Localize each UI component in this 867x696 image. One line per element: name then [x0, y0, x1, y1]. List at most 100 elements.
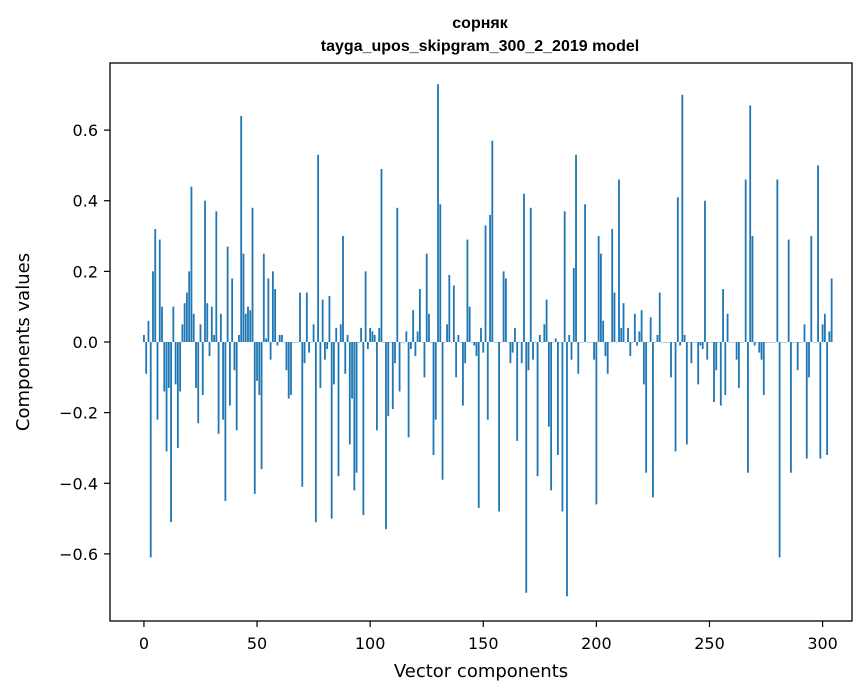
bar-component-55	[267, 278, 270, 342]
bar-component-134	[446, 324, 448, 342]
bar-component-113	[398, 342, 401, 392]
bar-component-39	[231, 278, 234, 342]
bar-component-162	[509, 342, 512, 364]
bar-component-289	[796, 342, 799, 371]
bar-component-70	[301, 342, 304, 487]
bar-component-23	[195, 342, 197, 388]
bar-component-224	[649, 317, 652, 342]
y-tick-label: 0.0	[73, 333, 98, 352]
bar-component-63	[285, 342, 288, 371]
bar-component-168	[523, 193, 525, 342]
bar-component-33	[217, 342, 220, 434]
bar-component-148	[477, 342, 480, 508]
bar-component-77	[317, 154, 320, 342]
bar-component-280	[776, 179, 779, 342]
bar-component-144	[468, 306, 471, 342]
bar-component-163	[511, 342, 514, 353]
bar-component-199	[593, 342, 596, 360]
bar-component-91	[348, 342, 351, 445]
bar-component-21	[190, 186, 193, 342]
bar-component-165	[516, 342, 519, 441]
bar-component-38	[228, 342, 231, 406]
bar-component-118	[409, 342, 412, 350]
bar-component-128	[432, 342, 435, 456]
bar-component-262	[735, 342, 738, 360]
bar-component-225	[652, 342, 654, 498]
bar-component-30	[210, 306, 213, 342]
bar-component-302	[826, 342, 829, 456]
bar-component-202	[599, 253, 602, 342]
bar-component-248	[704, 200, 706, 342]
bar-component-269	[751, 236, 754, 342]
bar-component-104	[378, 327, 381, 342]
bar-component-92	[351, 342, 353, 399]
x-tick-label: 250	[694, 634, 725, 653]
bar-component-189	[570, 342, 573, 360]
bar-component-281	[778, 342, 781, 558]
bar-component-56	[269, 342, 272, 360]
bar-component-227	[656, 334, 659, 342]
bar-component-107	[385, 342, 387, 530]
bar-component-44	[242, 253, 245, 342]
bar-component-147	[475, 342, 478, 357]
bar-component-143	[466, 239, 469, 342]
bar-component-59	[276, 342, 279, 346]
bar-component-40	[233, 342, 236, 371]
bar-component-159	[502, 271, 505, 342]
bar-component-266	[744, 179, 747, 342]
bar-component-45	[244, 313, 247, 342]
bar-component-0	[143, 334, 145, 342]
bar-component-82	[328, 296, 331, 342]
bar-component-16	[179, 342, 182, 392]
bar-component-138	[455, 342, 458, 378]
bar-component-272	[758, 342, 761, 353]
bar-component-13	[172, 306, 175, 342]
bar-component-258	[726, 313, 729, 342]
bar-component-29	[208, 342, 211, 357]
bar-component-256	[722, 289, 724, 342]
bar-component-211	[620, 327, 623, 342]
bar-component-240	[685, 342, 688, 445]
bar-component-57	[271, 271, 274, 342]
bar-component-169	[525, 342, 528, 593]
bar-component-53	[262, 253, 265, 342]
bar-component-100	[369, 327, 372, 342]
bar-component-151	[484, 225, 487, 342]
bar-component-14	[174, 342, 177, 385]
bar-component-1	[145, 342, 148, 374]
bar-component-141	[462, 342, 464, 406]
bar-component-60	[278, 334, 281, 342]
bar-component-247	[701, 342, 704, 350]
bar-component-137	[452, 285, 455, 342]
bar-component-76	[314, 342, 317, 523]
bar-component-31	[213, 334, 215, 342]
chart-title-line-1: сорняк	[452, 15, 508, 32]
bar-component-36	[224, 342, 227, 501]
bar-component-61	[281, 334, 283, 342]
y-tick-label: 0.6	[73, 121, 98, 140]
bar-component-187	[566, 342, 568, 597]
bar-component-130	[437, 84, 439, 342]
bar-component-54	[265, 338, 267, 342]
bar-component-172	[532, 342, 534, 360]
bar-component-103	[376, 342, 378, 431]
bar-component-294	[808, 342, 810, 378]
bar-component-35	[222, 342, 225, 420]
bar-component-105	[380, 168, 383, 342]
bar-component-178	[545, 299, 548, 342]
bar-component-15	[176, 342, 179, 448]
bar-component-129	[434, 342, 437, 420]
bar-component-191	[575, 154, 577, 342]
bar-component-154	[491, 140, 494, 342]
bar-component-19	[186, 292, 188, 342]
bar-component-170	[527, 342, 530, 371]
bar-component-99	[366, 342, 369, 350]
bar-component-142	[464, 342, 467, 364]
bar-component-11	[167, 342, 170, 388]
bar-component-214	[627, 327, 629, 342]
bar-component-263	[737, 342, 740, 388]
bar-component-52	[260, 342, 263, 470]
bar-component-64	[287, 342, 290, 399]
bar-component-183	[557, 342, 559, 456]
